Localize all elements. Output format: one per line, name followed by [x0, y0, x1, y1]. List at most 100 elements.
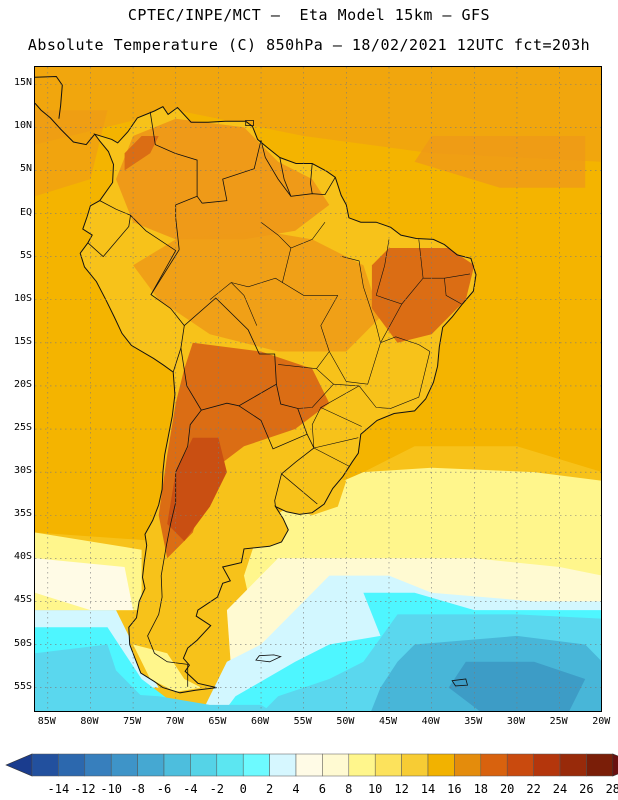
colorbar-swatch	[480, 753, 508, 777]
colorbar-tick-label: -14	[47, 782, 70, 796]
lat-label-35s: 35S	[13, 508, 32, 520]
colorbar-tick-label: 4	[292, 782, 300, 796]
lon-label-35w: 35W	[464, 716, 483, 727]
lat-label-15n: 15N	[13, 77, 32, 89]
country-border	[150, 249, 180, 295]
country-border	[202, 140, 262, 204]
colorbar-tick-label: 28	[605, 782, 618, 796]
state-border	[376, 239, 424, 305]
lon-label-85w: 85W	[37, 716, 56, 727]
colorbar-tick-label: 16	[447, 782, 462, 796]
colorbar-tick-label: -12	[73, 782, 96, 796]
colombia-hot	[124, 136, 159, 171]
lon-label-70w: 70W	[165, 716, 184, 727]
drake-passage	[35, 687, 272, 711]
colorbar-tick-label: 26	[579, 782, 594, 796]
lat-label-25s: 25S	[13, 422, 32, 434]
caribbean-coast	[35, 75, 63, 119]
lon-label-60w: 60W	[251, 716, 270, 727]
state-border	[209, 282, 258, 326]
lat-label-5s: 5S	[19, 249, 32, 261]
colorbar-tick-label: 22	[526, 782, 541, 796]
title-model: CPTEC/INPE/MCT – Eta Model 15km – GFS	[127, 6, 491, 24]
lon-label-30w: 30W	[506, 716, 525, 727]
colorbar-tick-label: 2	[265, 782, 274, 796]
chaco-hot	[158, 342, 330, 559]
state-border	[311, 407, 359, 449]
state-border	[297, 368, 334, 409]
lat-label-55s: 55S	[13, 680, 32, 692]
central-america-coast	[35, 102, 96, 146]
colorbar-tick-label: 14	[420, 782, 436, 796]
lon-label-25w: 25W	[549, 716, 568, 727]
andes-hottest	[167, 437, 227, 542]
country-border	[274, 473, 282, 507]
lat-label-5n: 5N	[19, 163, 32, 175]
state-border	[231, 247, 292, 288]
patagonia-zone	[141, 601, 210, 662]
colorbar-swatch	[242, 753, 270, 777]
lat-label-10s: 10S	[13, 292, 32, 304]
colorbar-swatch	[533, 753, 561, 777]
colorbar-swatch	[269, 753, 297, 777]
colorbar-swatch	[58, 753, 86, 777]
lat-label-eq: EQ	[19, 206, 32, 218]
colorbar-swatch	[163, 753, 191, 777]
colorbar-tick-label: 0	[239, 782, 247, 796]
colorbar-swatch	[401, 753, 429, 777]
map-canvas	[35, 67, 601, 711]
lat-label-30s: 30S	[13, 465, 32, 477]
colorbar-swatch	[374, 753, 402, 777]
lon-label-50w: 50W	[336, 716, 355, 727]
falkland-islands	[255, 654, 282, 663]
trinidad-island	[245, 120, 254, 126]
colorbar-swatch	[110, 753, 138, 777]
colorbar-swatch	[506, 753, 534, 777]
color-scale-bar	[5, 753, 618, 777]
colorbar-tick-label: 24	[552, 782, 568, 796]
colorbar-low-arrow	[5, 753, 33, 777]
pacific-blue	[35, 644, 142, 697]
lat-label-20s: 20S	[13, 378, 32, 390]
colorbar-tick-label: 18	[473, 782, 489, 796]
temperature-map[interactable]	[34, 66, 602, 712]
colorbar-swatch	[295, 753, 323, 777]
atlantic-warm-patch	[414, 136, 586, 188]
colorbar-swatch	[348, 753, 376, 777]
colorbar-tick-label: -8	[130, 782, 145, 796]
colorbar-tick-label: -6	[156, 782, 172, 796]
country-border	[280, 434, 318, 505]
south-band-min	[448, 661, 586, 711]
tierra-del-fuego-zone	[133, 644, 202, 692]
title-variable: Absolute Temperature (C) 850hPa – 18/02/…	[27, 36, 591, 54]
colorbar-swatch	[190, 753, 218, 777]
colorbar-swatch	[137, 753, 165, 777]
state-border	[375, 239, 390, 296]
state-border	[342, 256, 381, 343]
colorbar-tick-label: -4	[183, 782, 198, 796]
lat-label-50s: 50S	[13, 637, 32, 649]
lat-label-15s: 15S	[13, 335, 32, 347]
colorbar-swatch	[559, 753, 587, 777]
amazon-warm	[133, 230, 381, 352]
lat-label-40s: 40S	[13, 551, 32, 563]
colorbar-tick-label: 12	[394, 782, 409, 796]
lon-label-65w: 65W	[208, 716, 227, 727]
colorbar-tick-label: 8	[345, 782, 353, 796]
coastline	[79, 106, 477, 694]
pacific-warm-patch	[35, 110, 108, 197]
colorbar-swatch	[84, 753, 112, 777]
pacific-cream-band	[35, 558, 134, 611]
state-border	[329, 342, 381, 385]
lon-label-20w: 20W	[592, 716, 611, 727]
country-border	[149, 111, 203, 204]
south-georgia	[451, 678, 469, 687]
colorbar-swatch	[31, 753, 59, 777]
lat-label-45s: 45S	[13, 594, 32, 606]
state-border	[379, 303, 431, 352]
state-border	[444, 278, 462, 305]
lon-label-75w: 75W	[123, 716, 142, 727]
colorbar-swatch	[586, 753, 614, 777]
colorbar-tick-label: 20	[499, 782, 515, 796]
colorbar-tick-label: 6	[318, 782, 327, 796]
